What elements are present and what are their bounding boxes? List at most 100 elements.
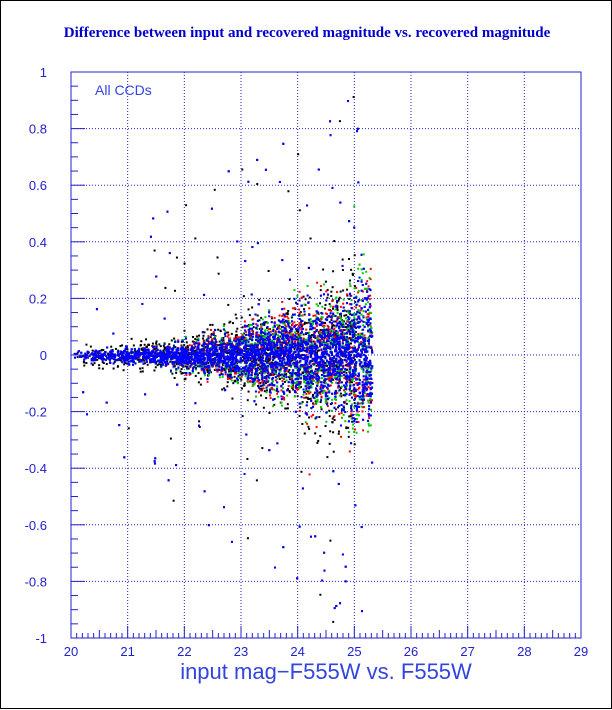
- data-point: [282, 396, 284, 398]
- data-point: [258, 299, 260, 301]
- data-point: [367, 400, 369, 402]
- data-point: [173, 338, 175, 340]
- data-point: [349, 400, 351, 402]
- data-point: [258, 382, 260, 384]
- data-point: [349, 450, 351, 452]
- data-point: [362, 410, 364, 412]
- data-point: [292, 386, 294, 388]
- data-point: [340, 291, 342, 293]
- data-point: [320, 285, 322, 287]
- data-point: [268, 270, 270, 272]
- data-point: [196, 335, 198, 337]
- data-point: [194, 237, 196, 239]
- data-point: [300, 315, 302, 317]
- data-point: [297, 336, 299, 338]
- data-point: [277, 378, 279, 380]
- data-point: [354, 254, 356, 256]
- data-point: [346, 289, 348, 291]
- data-point: [329, 330, 331, 332]
- data-point: [288, 385, 290, 387]
- data-point: [157, 364, 159, 366]
- data-point: [202, 337, 204, 339]
- data-point: [134, 350, 136, 352]
- data-point: [231, 379, 233, 381]
- data-point: [365, 271, 367, 273]
- data-point: [267, 329, 269, 331]
- data-point: [365, 373, 367, 375]
- data-point: [285, 407, 287, 409]
- data-point: [333, 415, 335, 417]
- data-point: [336, 291, 338, 293]
- data-point: [368, 285, 370, 287]
- data-point: [248, 308, 250, 310]
- data-point: [353, 287, 355, 289]
- data-point: [330, 310, 332, 312]
- data-point: [363, 379, 365, 381]
- data-points: [74, 96, 373, 623]
- data-point: [227, 336, 229, 338]
- data-point: [335, 399, 337, 401]
- data-point: [301, 402, 303, 404]
- data-point: [359, 264, 361, 266]
- data-point: [236, 328, 238, 330]
- data-point: [308, 332, 310, 334]
- data-point: [102, 368, 104, 370]
- data-point: [272, 405, 274, 407]
- data-point: [256, 381, 258, 383]
- data-point: [333, 240, 335, 242]
- data-point: [256, 479, 258, 481]
- data-point: [313, 403, 315, 405]
- data-point: [255, 403, 257, 405]
- data-point: [169, 361, 171, 363]
- data-point: [303, 296, 305, 298]
- data-point: [302, 337, 304, 339]
- data-point: [303, 308, 305, 310]
- data-point: [325, 290, 327, 292]
- data-point: [332, 308, 334, 310]
- data-point: [257, 334, 259, 336]
- data-point: [345, 317, 347, 319]
- data-point: [320, 289, 322, 291]
- data-point: [305, 393, 307, 395]
- data-point: [348, 298, 350, 300]
- data-point: [280, 389, 282, 391]
- data-point: [174, 377, 176, 379]
- data-point: [368, 417, 370, 419]
- data-point: [303, 304, 305, 306]
- data-point: [235, 373, 237, 375]
- data-point: [282, 387, 284, 389]
- data-point: [353, 393, 355, 395]
- data-point: [319, 302, 321, 304]
- data-point: [273, 340, 275, 342]
- data-point: [298, 325, 300, 327]
- data-point: [236, 317, 238, 319]
- data-point: [307, 398, 309, 400]
- data-point: [258, 391, 260, 393]
- data-point: [348, 431, 350, 433]
- data-point: [242, 333, 244, 335]
- data-point: [235, 334, 237, 336]
- data-point: [328, 309, 330, 311]
- data-point: [345, 314, 347, 316]
- data-point: [233, 337, 235, 339]
- data-point: [351, 421, 353, 423]
- data-point: [359, 334, 361, 336]
- data-point: [349, 280, 351, 282]
- data-point: [236, 336, 238, 338]
- data-point: [349, 390, 351, 392]
- data-point: [338, 431, 340, 433]
- data-point: [163, 345, 165, 347]
- data-point: [318, 416, 320, 418]
- data-point: [356, 382, 358, 384]
- data-point: [353, 96, 355, 98]
- data-point: [296, 295, 298, 297]
- data-point: [350, 269, 352, 271]
- data-point: [200, 378, 202, 380]
- data-point: [317, 335, 319, 337]
- data-point: [245, 337, 247, 339]
- data-point: [354, 285, 356, 287]
- data-point: [352, 428, 354, 430]
- data-point: [231, 398, 233, 400]
- data-point: [324, 322, 326, 324]
- data-point: [173, 500, 175, 502]
